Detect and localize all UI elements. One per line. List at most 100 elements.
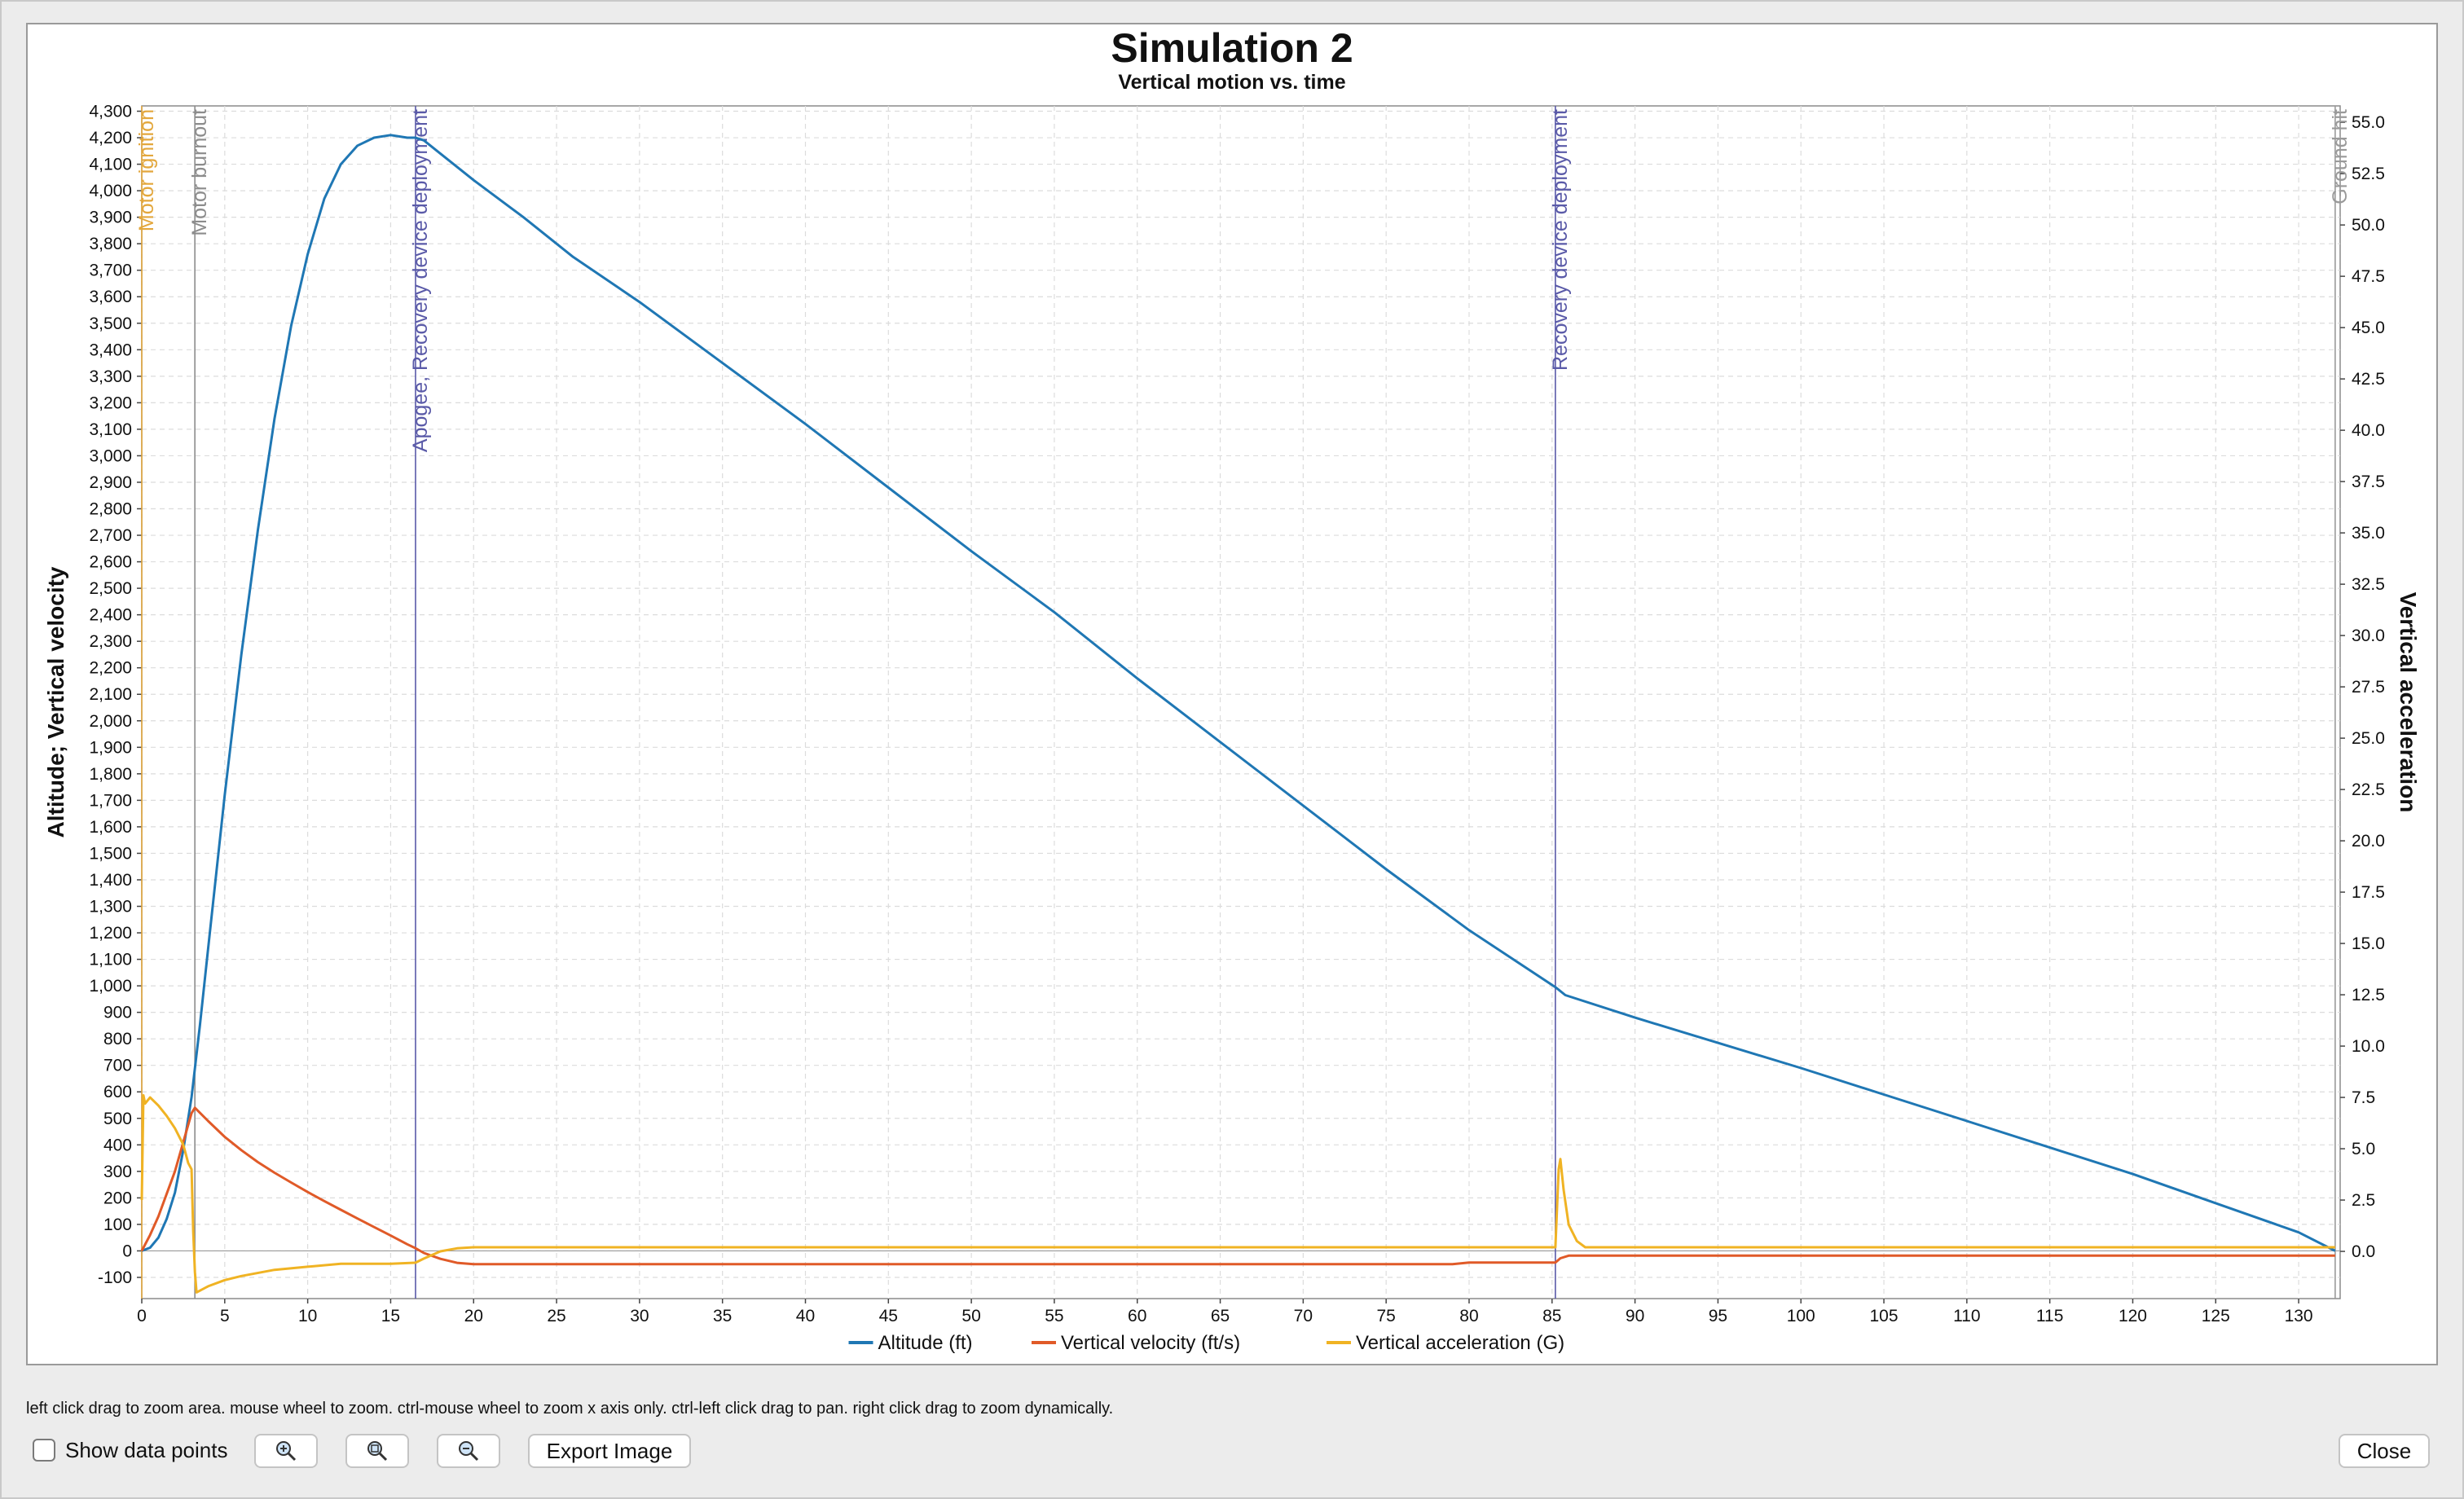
y-left-tick-label: 400 (103, 1136, 132, 1154)
show-data-points-checkbox[interactable]: Show data points (33, 1427, 227, 1473)
event-label: Motor burnout (188, 109, 211, 236)
y-right-tick-label: 52.5 (2352, 165, 2385, 183)
zoom-out-button[interactable] (437, 1434, 500, 1468)
y-right-tick-label: 30.0 (2352, 626, 2385, 645)
x-tick-label: 80 (1459, 1307, 1478, 1325)
y-left-tick-label: 900 (103, 1004, 132, 1022)
y-right-tick-label: 2.5 (2352, 1191, 2375, 1210)
x-tick-label: 30 (630, 1307, 649, 1325)
y-right-tick-label: 22.5 (2352, 780, 2385, 799)
x-tick-label: 120 (2119, 1307, 2147, 1325)
y-left-tick-label: 1,000 (89, 977, 132, 996)
y-right-tick-label: 10.0 (2352, 1037, 2385, 1056)
x-tick-label: 75 (1376, 1307, 1395, 1325)
y-right-tick-label: 50.0 (2352, 216, 2385, 235)
zoom-hint-text: left click drag to zoom area. mouse whee… (26, 1400, 1114, 1418)
x-tick-label: 90 (1626, 1307, 1644, 1325)
y-left-tick-label: 2,000 (89, 712, 132, 731)
zoom-fit-icon (367, 1441, 388, 1462)
zoom-in-button[interactable] (254, 1434, 318, 1468)
x-tick-label: 0 (137, 1307, 147, 1325)
y-left-tick-label: 1,600 (89, 818, 132, 837)
x-tick-label: 25 (547, 1307, 565, 1325)
series-line (140, 1094, 2335, 1294)
y-right-tick-label: 20.0 (2352, 832, 2385, 851)
y-left-tick-label: 2,300 (89, 632, 132, 651)
y-left-tick-label: 1,300 (89, 898, 132, 917)
y-right-tick-label: 7.5 (2352, 1088, 2375, 1107)
y-right-tick-label: 5.0 (2352, 1140, 2375, 1158)
x-tick-label: 5 (220, 1307, 230, 1325)
y-left-tick-label: 200 (103, 1189, 132, 1207)
y-right-tick-label: 42.5 (2352, 370, 2385, 389)
x-tick-label: 105 (1870, 1307, 1899, 1325)
y-left-tick-label: 1,900 (89, 738, 132, 757)
x-tick-label: 70 (1294, 1307, 1313, 1325)
y-left-tick-label: 3,500 (89, 314, 132, 333)
x-tick-label: 55 (1045, 1307, 1063, 1325)
close-button[interactable]: Close (2339, 1434, 2430, 1468)
y-right-tick-label: 0.0 (2352, 1242, 2375, 1261)
y-right-tick-label: 17.5 (2352, 883, 2385, 902)
chart-title: Simulation 2 (1111, 25, 1353, 71)
y-axis-label-left: Altitude; Vertical velocity (43, 566, 68, 837)
y-right-tick-label: 12.5 (2352, 986, 2385, 1004)
zoom-out-icon (459, 1441, 479, 1462)
y-left-tick-label: 1,400 (89, 871, 132, 890)
y-left-tick-label: 4,200 (89, 129, 132, 147)
chart-subtitle: Vertical motion vs. time (1118, 71, 1345, 94)
x-tick-label: 65 (1211, 1307, 1230, 1325)
y-left-tick-label: 0 (122, 1242, 132, 1260)
y-left-tick-label: 2,800 (89, 500, 132, 519)
export-image-button[interactable]: Export Image (528, 1434, 691, 1468)
x-tick-label: 85 (1542, 1307, 1561, 1325)
y-left-tick-label: 1,100 (89, 951, 132, 969)
y-right-tick-label: 47.5 (2352, 267, 2385, 286)
x-tick-label: 100 (1787, 1307, 1815, 1325)
y-left-tick-label: 4,300 (89, 103, 132, 121)
series-line (141, 134, 2336, 1252)
y-left-tick-label: 3,900 (89, 209, 132, 227)
show-data-points-label: Show data points (65, 1437, 228, 1462)
y-right-tick-label: 55.0 (2352, 113, 2385, 132)
y-axis-label-right: Vertical acceleration (2396, 592, 2421, 813)
y-left-tick-label: 3,700 (89, 262, 132, 280)
y-left-tick-label: 1,700 (89, 791, 132, 810)
zoom-fit-button[interactable] (345, 1434, 409, 1468)
y-right-tick-label: 27.5 (2352, 678, 2385, 697)
y-left-tick-label: 3,200 (89, 393, 132, 412)
event-label: Ground hit (2329, 109, 2352, 204)
y-left-tick-label: 3,800 (89, 235, 132, 253)
x-tick-label: 130 (2285, 1307, 2313, 1325)
x-tick-label: 40 (796, 1307, 815, 1325)
y-left-tick-label: 700 (103, 1057, 132, 1075)
x-tick-label: 50 (961, 1307, 980, 1325)
chart-panel[interactable]: Simulation 2 Vertical motion vs. time 0 5 10… (26, 23, 2438, 1365)
zoom-in-icon (276, 1441, 297, 1462)
y-left-tick-label: 2,100 (89, 685, 132, 704)
event-label: Recovery device deployment (1549, 109, 1572, 371)
y-left-tick-label: 600 (103, 1083, 132, 1101)
y-left-tick-label: 500 (103, 1110, 132, 1128)
y-left-tick-label: 1,500 (89, 844, 132, 863)
x-tick-label: 45 (879, 1307, 898, 1325)
x-tick-label: 60 (1128, 1307, 1146, 1325)
x-tick-label: 20 (464, 1307, 483, 1325)
y-left-tick-label: 3,000 (89, 446, 132, 465)
x-tick-label: 110 (1953, 1307, 1980, 1325)
x-tick-label: 15 (381, 1307, 400, 1325)
y-left-tick-label: 2,900 (89, 473, 132, 492)
legend-label: Altitude (ft) (878, 1332, 973, 1354)
y-left-tick-label: 1,800 (89, 765, 132, 784)
plot-area (141, 105, 2341, 1299)
y-left-tick-label: -100 (98, 1268, 132, 1287)
y-left-tick-label: 4,000 (89, 182, 132, 200)
y-left-tick-label: 3,400 (89, 341, 132, 359)
y-right-tick-label: 40.0 (2352, 421, 2385, 440)
y-right-tick-label: 15.0 (2352, 934, 2385, 953)
y-left-tick-label: 2,600 (89, 553, 132, 572)
y-left-tick-label: 300 (103, 1163, 132, 1181)
y-right-tick-label: 35.0 (2352, 524, 2385, 543)
checkbox-box[interactable] (33, 1439, 55, 1462)
